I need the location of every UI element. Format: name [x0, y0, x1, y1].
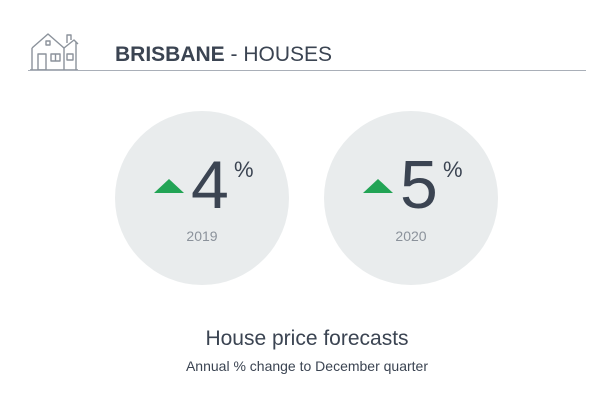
forecast-circle-2019: 4 % 2019	[115, 111, 289, 285]
house-icon	[30, 33, 79, 71]
caption-title: House price forecasts	[205, 327, 409, 350]
property-type: HOUSES	[243, 43, 333, 66]
percent-sign: %	[234, 157, 254, 182]
up-arrow-icon	[363, 179, 393, 193]
page-title: BRISBANE - HOUSES	[115, 43, 332, 67]
caption-subtitle: Annual % change to December quarter	[185, 358, 429, 374]
forecast-value-row: 5 %	[324, 149, 498, 221]
forecast-value: 4	[191, 147, 229, 223]
forecast-year: 2020	[395, 228, 427, 244]
forecast-circle-2020: 5 % 2020	[324, 111, 498, 285]
header-divider	[28, 70, 586, 71]
forecast-value: 5	[400, 147, 438, 223]
title-separator: -	[224, 43, 244, 66]
percent-sign: %	[443, 157, 463, 182]
city-name: BRISBANE	[115, 43, 225, 66]
forecast-year: 2019	[186, 228, 218, 244]
forecast-value-row: 4 %	[115, 149, 289, 221]
up-arrow-icon	[154, 179, 184, 193]
